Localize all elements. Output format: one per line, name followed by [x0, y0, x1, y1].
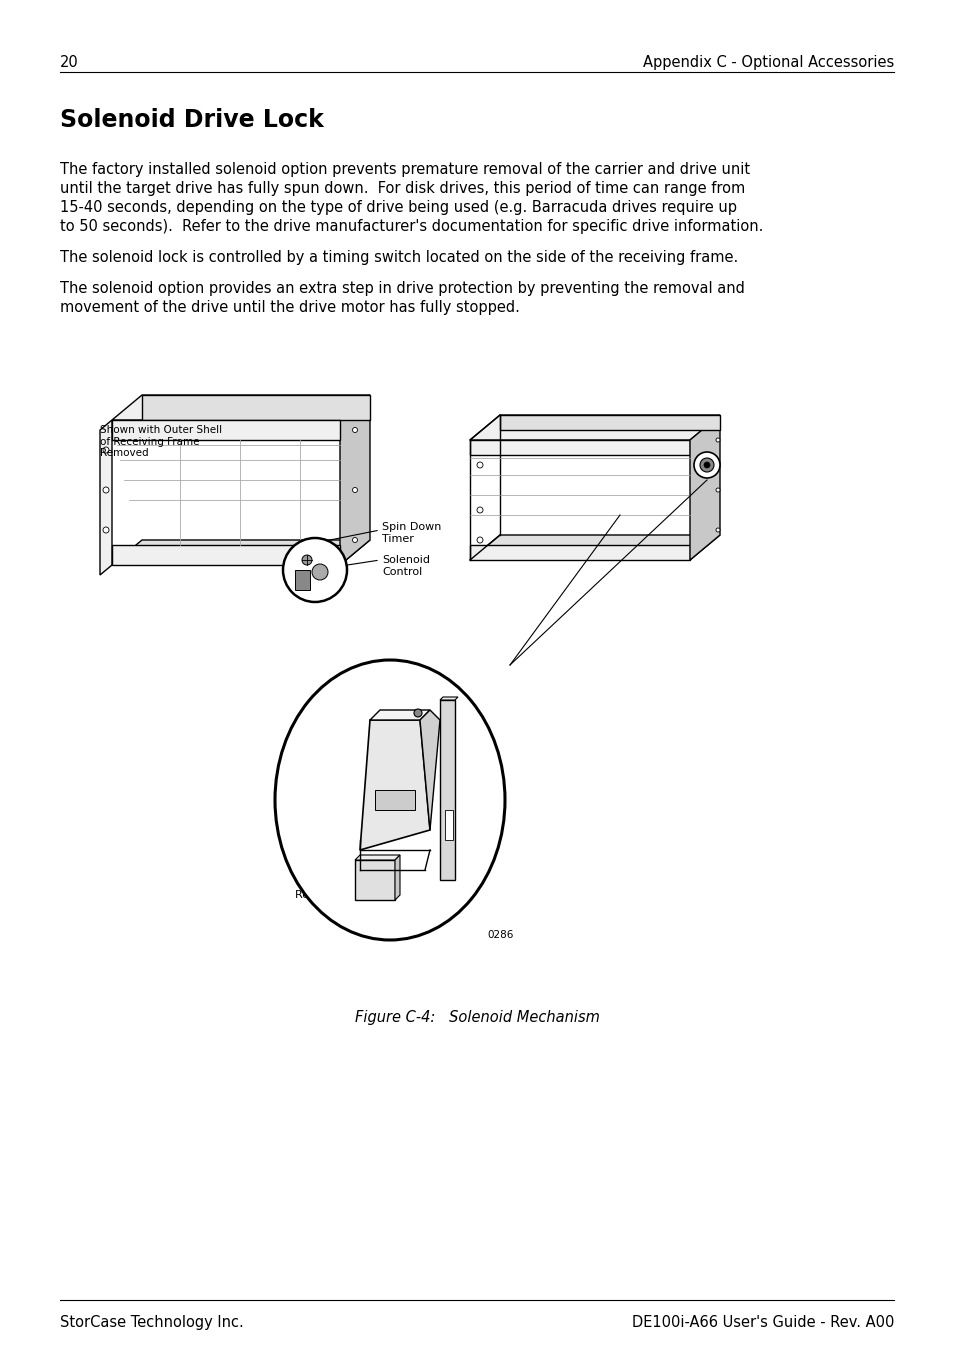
- Circle shape: [302, 554, 312, 565]
- Polygon shape: [470, 535, 720, 560]
- Text: Figure C-4:   Solenoid Mechanism: Figure C-4: Solenoid Mechanism: [355, 1010, 598, 1025]
- Text: 20: 20: [60, 55, 79, 70]
- Text: Pivoting Lock
Mechanism: Pivoting Lock Mechanism: [290, 741, 363, 761]
- Text: The solenoid option provides an extra step in drive protection by preventing the: The solenoid option provides an extra st…: [60, 281, 744, 296]
- Circle shape: [476, 461, 482, 468]
- Polygon shape: [439, 697, 457, 700]
- Polygon shape: [359, 720, 430, 850]
- Circle shape: [700, 459, 713, 472]
- Polygon shape: [112, 545, 339, 565]
- Circle shape: [352, 538, 357, 542]
- Text: Solenoid
Control: Solenoid Control: [381, 554, 430, 576]
- Circle shape: [716, 528, 720, 533]
- Polygon shape: [112, 539, 370, 565]
- Circle shape: [283, 538, 347, 602]
- Polygon shape: [112, 396, 370, 420]
- Text: until the target drive has fully spun down.  For disk drives, this period of tim: until the target drive has fully spun do…: [60, 181, 744, 196]
- Bar: [444, 810, 453, 841]
- Polygon shape: [370, 711, 430, 720]
- Text: Spin Down
Timer: Spin Down Timer: [381, 522, 441, 543]
- Text: 15-40 seconds, depending on the type of drive being used (e.g. Barracuda drives : 15-40 seconds, depending on the type of …: [60, 200, 737, 215]
- Text: Solenoid Drive Lock: Solenoid Drive Lock: [60, 108, 323, 131]
- Polygon shape: [355, 856, 399, 860]
- Ellipse shape: [274, 660, 504, 941]
- Polygon shape: [395, 856, 399, 899]
- Polygon shape: [339, 396, 370, 565]
- Bar: [294, 570, 310, 590]
- Circle shape: [476, 507, 482, 513]
- Circle shape: [414, 709, 421, 717]
- Circle shape: [312, 564, 328, 580]
- Text: to 50 seconds).  Refer to the drive manufacturer's documentation for specific dr: to 50 seconds). Refer to the drive manuf…: [60, 219, 762, 234]
- Polygon shape: [375, 790, 415, 810]
- Circle shape: [103, 527, 109, 533]
- Circle shape: [476, 537, 482, 543]
- Polygon shape: [100, 420, 112, 575]
- Polygon shape: [470, 545, 689, 560]
- Circle shape: [716, 438, 720, 442]
- Polygon shape: [499, 415, 720, 430]
- Text: Appendix C - Optional Accessories: Appendix C - Optional Accessories: [642, 55, 893, 70]
- Polygon shape: [355, 860, 395, 899]
- Circle shape: [352, 487, 357, 493]
- Circle shape: [103, 448, 109, 453]
- Text: Shown with Outer Shell
of Receiving Frame
Removed: Shown with Outer Shell of Receiving Fram…: [100, 424, 222, 459]
- Polygon shape: [689, 415, 720, 560]
- Text: movement of the drive until the drive motor has fully stopped.: movement of the drive until the drive mo…: [60, 300, 519, 315]
- Polygon shape: [439, 700, 455, 880]
- Circle shape: [352, 427, 357, 433]
- Text: The solenoid lock is controlled by a timing switch located on the side of the re: The solenoid lock is controlled by a tim…: [60, 251, 738, 266]
- Text: Rotating Pawl: Rotating Pawl: [294, 890, 371, 899]
- Circle shape: [703, 461, 709, 468]
- Text: StorCase Technology Inc.: StorCase Technology Inc.: [60, 1316, 244, 1331]
- Text: 0286: 0286: [486, 930, 513, 941]
- Text: DE100i-A66 User's Guide - Rev. A00: DE100i-A66 User's Guide - Rev. A00: [631, 1316, 893, 1331]
- Circle shape: [693, 452, 720, 478]
- Polygon shape: [470, 439, 689, 455]
- Circle shape: [103, 487, 109, 493]
- Polygon shape: [470, 415, 720, 439]
- Circle shape: [716, 487, 720, 491]
- Polygon shape: [142, 396, 370, 420]
- Polygon shape: [112, 420, 339, 439]
- Polygon shape: [419, 711, 439, 830]
- Text: The factory installed solenoid option prevents premature removal of the carrier : The factory installed solenoid option pr…: [60, 162, 749, 177]
